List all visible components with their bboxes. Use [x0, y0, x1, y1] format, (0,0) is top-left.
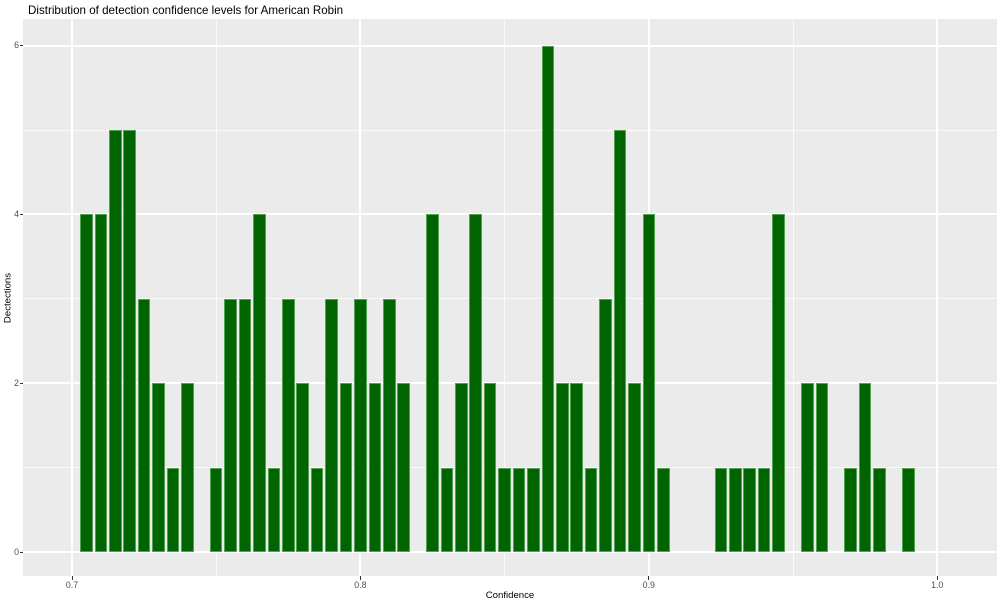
histogram-bar	[527, 467, 540, 552]
x-major-gridline	[359, 19, 362, 576]
x-tick-label: 0.8	[354, 580, 367, 590]
x-major-gridline	[936, 19, 939, 576]
histogram-bar	[512, 467, 526, 552]
histogram-bar	[455, 383, 468, 552]
x-minor-gridline	[504, 19, 506, 576]
histogram-bar	[310, 467, 324, 552]
histogram-bar	[181, 383, 194, 552]
y-tick-label: 4	[14, 208, 19, 219]
plot-panel	[23, 19, 997, 576]
histogram-bar	[325, 298, 338, 552]
histogram-bar	[166, 467, 180, 552]
y-tick-mark	[19, 382, 23, 384]
y-tick-mark	[19, 213, 23, 215]
histogram-bar	[137, 298, 151, 552]
histogram-bar	[354, 298, 367, 552]
histogram-bar	[628, 383, 641, 552]
histogram-bar	[714, 467, 728, 552]
y-major-gridline	[23, 551, 997, 553]
histogram-bar	[94, 214, 108, 552]
x-tick-mark	[936, 576, 938, 580]
histogram-bar	[368, 383, 382, 552]
y-tick-mark	[19, 551, 23, 553]
histogram-bar	[267, 467, 281, 552]
histogram-bar	[123, 130, 136, 552]
histogram-bar	[584, 467, 598, 552]
x-tick-label: 0.9	[642, 580, 655, 590]
histogram-bar	[469, 214, 483, 552]
y-axis-title: Dectections	[2, 272, 14, 324]
histogram-bar	[238, 298, 252, 552]
histogram-bar	[339, 383, 353, 552]
x-axis-title: Confidence	[485, 590, 535, 601]
histogram-bar	[656, 467, 670, 552]
histogram-bar	[873, 467, 886, 552]
histogram-bar	[570, 383, 583, 552]
x-minor-gridline	[215, 19, 217, 576]
y-minor-gridline	[23, 129, 997, 131]
histogram-bar	[599, 298, 612, 552]
histogram-bar	[541, 45, 555, 552]
histogram-bar	[555, 383, 569, 552]
histogram-bar	[844, 467, 857, 552]
histogram-bar	[757, 467, 771, 552]
y-major-gridline	[23, 382, 997, 385]
y-tick-label: 2	[14, 377, 19, 388]
histogram-bar	[382, 298, 396, 552]
y-major-gridline	[23, 213, 997, 216]
histogram-bar	[253, 214, 266, 552]
y-minor-gridline	[23, 298, 997, 300]
x-tick-mark	[359, 576, 361, 580]
y-tick-label: 0	[14, 546, 19, 557]
histogram-bar	[397, 383, 410, 552]
histogram-bar	[613, 130, 627, 552]
histogram-bar	[815, 383, 829, 552]
x-tick-mark	[71, 576, 73, 580]
x-tick-mark	[648, 576, 650, 580]
histogram-bar	[426, 214, 439, 552]
histogram-bar	[80, 214, 93, 552]
histogram-bar	[282, 298, 295, 552]
chart-title: Distribution of detection confidence lev…	[28, 4, 344, 17]
histogram-bar	[209, 467, 223, 552]
histogram-bar	[108, 130, 122, 552]
histogram-bar	[729, 467, 742, 552]
histogram-bar	[296, 383, 309, 552]
histogram-bar	[224, 298, 237, 552]
x-tick-label: 0.7	[65, 580, 79, 590]
histogram-bar	[801, 383, 814, 552]
histogram-bar	[858, 383, 872, 552]
histogram-bar	[483, 383, 497, 552]
y-major-gridline	[23, 44, 997, 47]
x-major-gridline	[71, 19, 73, 576]
histogram-bar	[642, 214, 656, 552]
histogram-bar	[440, 467, 454, 552]
x-tick-label: 1.0	[931, 580, 944, 590]
histogram-bar	[772, 214, 785, 552]
y-tick-label: 6	[14, 40, 19, 51]
histogram-bar	[152, 383, 165, 552]
y-tick-mark	[19, 45, 23, 47]
x-minor-gridline	[792, 19, 794, 576]
histogram-bar	[498, 467, 511, 552]
histogram-bar	[743, 467, 757, 552]
histogram-bar	[902, 467, 915, 552]
